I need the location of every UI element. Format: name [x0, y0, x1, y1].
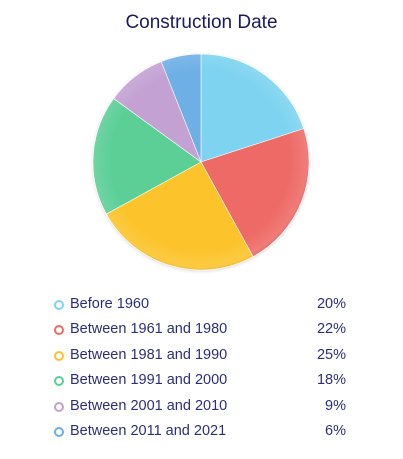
legend-item[interactable]: Between 1961 and 1980 22%	[54, 317, 346, 342]
legend-item[interactable]: Between 2011 and 2021 6%	[54, 419, 346, 444]
legend-item[interactable]: Between 2001 and 2010 9%	[54, 394, 346, 419]
legend-swatch	[54, 325, 64, 336]
chart-legend: Before 1960 20% Between 1961 and 1980 22% Be…	[54, 292, 346, 444]
legend-label: Between 2011 and 2021	[70, 422, 227, 439]
pie-chart	[92, 53, 310, 271]
legend-value: 6%	[325, 422, 346, 439]
legend-swatch	[54, 426, 64, 437]
legend-value: 18%	[316, 372, 346, 389]
chart-title: Construction Date	[125, 12, 278, 33]
legend-label: Between 1991 and 2000	[70, 372, 228, 389]
legend-item[interactable]: Before 1960 20%	[54, 292, 346, 317]
legend-label: Before 1960	[70, 296, 150, 312]
legend-label: Between 2001 and 2010	[70, 397, 228, 414]
legend-swatch	[54, 350, 64, 361]
legend-swatch	[54, 401, 64, 412]
legend-value: 20%	[316, 296, 346, 312]
legend-label: Between 1981 and 1990	[70, 346, 228, 363]
legend-value: 22%	[316, 321, 346, 338]
legend-swatch	[54, 376, 64, 387]
pie-shading	[93, 54, 309, 270]
legend-value: 9%	[325, 397, 346, 414]
legend-item[interactable]: Between 1981 and 1990 25%	[54, 343, 346, 368]
legend-value: 25%	[316, 346, 346, 363]
legend-item[interactable]: Between 1991 and 2000 18%	[54, 368, 346, 393]
legend-swatch	[54, 300, 64, 310]
legend-label: Between 1961 and 1980	[70, 321, 228, 338]
